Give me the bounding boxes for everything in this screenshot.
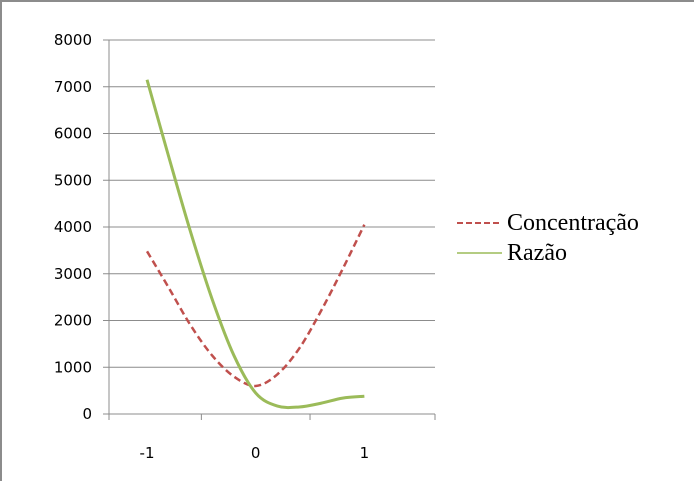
series-lines [145,79,366,410]
series-line-concentracao [145,224,366,388]
series-line-razao [145,79,365,410]
y-tick-label: 8000 [54,31,92,49]
x-tick-label: 1 [360,444,370,462]
x-tick-label: -1 [140,444,155,462]
legend-label: Razão [507,240,567,266]
legend-label: Concentração [507,210,639,236]
y-tick-label: 4000 [54,218,92,236]
gridlines [109,39,435,368]
y-tick-label: 0 [82,405,92,423]
y-tick-label: 2000 [54,312,92,330]
tick-labels: 0 1000 2000 3000 4000 5000 6000 7000 8000 -1 0 1 [54,31,369,462]
y-tick-label: 7000 [54,78,92,96]
axes [103,39,436,420]
y-tick-label: 1000 [54,358,92,376]
y-tick-label: 5000 [54,171,92,189]
y-tick-label: 6000 [54,125,92,143]
y-tick-label: 3000 [54,265,92,283]
legend: Concentração Razão [457,210,639,266]
x-tick-label: 0 [251,444,261,462]
